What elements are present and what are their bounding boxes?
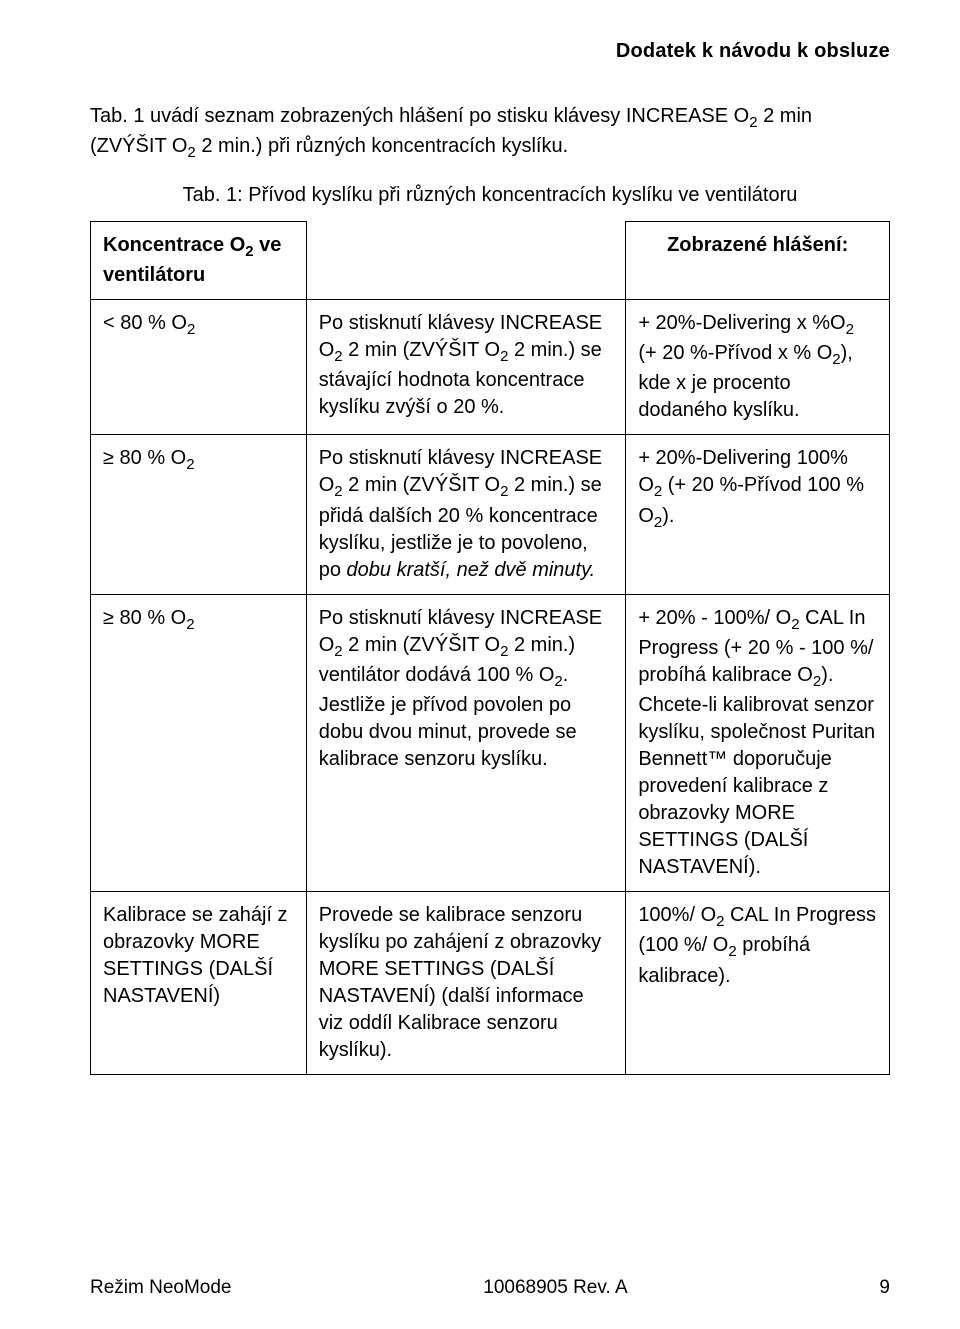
page-header: Dodatek k návodu k obsluze [90,40,890,63]
cell-description: Po stisknutí klávesy INCREASE O2 2 min (… [306,594,626,892]
cell-message: + 20% - 100%/ O2 CAL In Progress (+ 20 %… [626,594,890,892]
text: 100%/ O [638,904,716,926]
table-row: Kalibrace se zahájí z obrazovky MORE SET… [91,892,890,1075]
text: 80 % O [114,607,186,629]
text: 2 min (ZVÝŠIT O [343,474,500,496]
cell-concentration: < 80 % O2 [91,299,307,435]
text: < 80 % O [103,312,187,334]
cell-message: + 20%-Delivering x %O2 (+ 20 %-Přívod x … [626,299,890,435]
subscript: 2 [554,673,562,690]
cell-message: + 20%-Delivering 100% O2 (+ 20 %-Přívod … [626,435,890,594]
text: (+ 20 %-Přívod x % O [638,342,832,364]
footer-mid: 10068905 Rev. A [483,1277,627,1299]
footer-right: 9 [879,1277,890,1299]
subscript: 2 [813,673,821,690]
text: 80 % O [114,447,186,469]
subscript: 2 [187,144,195,161]
text: 2 min.) při různých koncentracích kyslík… [196,135,568,157]
subscript: 2 [749,114,757,131]
cell-description: Provede se kalibrace senzoru kyslíku po … [306,892,626,1075]
subscript: 2 [791,616,799,633]
text: 2 min (ZVÝŠIT O [343,634,500,656]
footer-left: Režim NeoMode [90,1277,232,1299]
ge-symbol: ≥ [103,447,114,469]
cell-description: Po stisknutí klávesy INCREASE O2 2 min (… [306,299,626,435]
col-header-empty [306,221,626,299]
text: ). [662,505,674,527]
text: + 20%-Delivering x %O [638,312,845,334]
text: ). Chcete-li kalibrovat senzor kyslíku, … [638,664,875,878]
subscript: 2 [654,483,662,500]
page-footer: Režim NeoMode 10068905 Rev. A 9 [90,1277,890,1299]
text: Tab. 1 uvádí seznam zobrazených hlášení … [90,105,749,127]
subscript: 2 [334,348,342,365]
col-header-concentration: Koncentrace O2 ve ventilátoru [91,221,307,299]
oxygen-table: Koncentrace O2 ve ventilátoru Zobrazené … [90,221,890,1076]
table-row: < 80 % O2 Po stisknutí klávesy INCREASE … [91,299,890,435]
cell-concentration: ≥ 80 % O2 [91,594,307,892]
table-caption: Tab. 1: Přívod kyslíku při různých konce… [90,184,890,207]
subscript: 2 [186,456,194,473]
text-italic: dobu kratší, než dvě minuty. [347,559,596,581]
subscript: 2 [186,616,194,633]
table-header-row: Koncentrace O2 ve ventilátoru Zobrazené … [91,221,890,299]
subscript: 2 [245,243,253,260]
subscript: 2 [846,321,854,338]
subscript: 2 [728,943,736,960]
text: + 20% - 100%/ O [638,607,791,629]
cell-message: 100%/ O2 CAL In Progress (100 %/ O2 prob… [626,892,890,1075]
col-header-message: Zobrazené hlášení: [626,221,890,299]
cell-description: Po stisknutí klávesy INCREASE O2 2 min (… [306,435,626,594]
subscript: 2 [654,514,662,531]
subscript: 2 [334,483,342,500]
subscript: 2 [832,351,840,368]
table-row: ≥ 80 % O2 Po stisknutí klávesy INCREASE … [91,594,890,892]
table-row: ≥ 80 % O2 Po stisknutí klávesy INCREASE … [91,435,890,594]
text: 2 min (ZVÝŠIT O [343,339,500,361]
text: Koncentrace O [103,234,245,256]
cell-concentration: Kalibrace se zahájí z obrazovky MORE SET… [91,892,307,1075]
subscript: 2 [334,643,342,660]
subscript: 2 [187,321,195,338]
cell-concentration: ≥ 80 % O2 [91,435,307,594]
ge-symbol: ≥ [103,607,114,629]
intro-paragraph: Tab. 1 uvádí seznam zobrazených hlášení … [90,103,890,164]
